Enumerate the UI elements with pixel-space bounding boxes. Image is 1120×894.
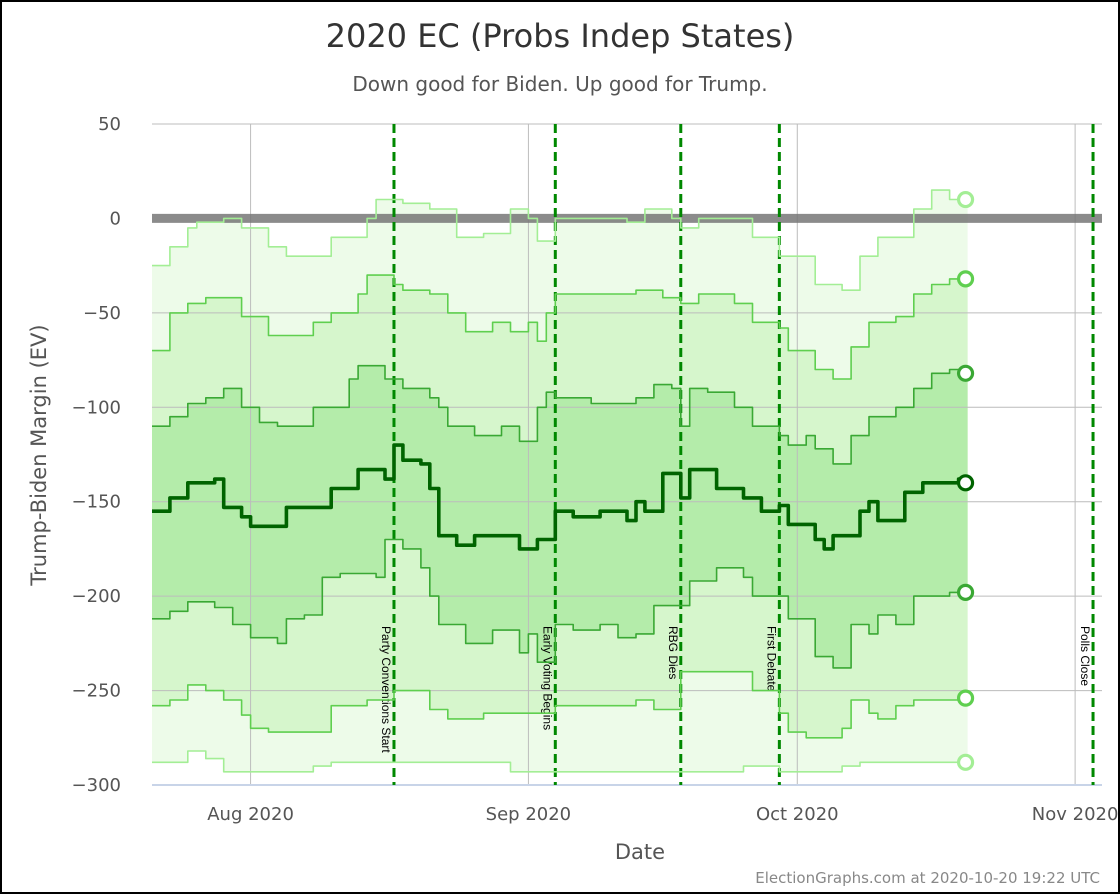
event-label: RBG Dies (666, 626, 680, 679)
series-line-p3-upper (152, 189, 968, 291)
y-tick-label: −250 (72, 681, 121, 702)
event-label: Early Voting Begins (540, 626, 554, 730)
endpoint-marker (956, 753, 975, 771)
endpoint-markers (956, 190, 975, 771)
y-tick-label: 50 (98, 114, 121, 135)
endpoint-marker (956, 474, 975, 492)
series-line-p2-upper (152, 274, 968, 380)
chart-subtitle: Down good for Biden. Up good for Trump. (352, 72, 767, 96)
chart-title: 2020 EC (Probs Indep States) (326, 17, 795, 55)
y-tick-label: 0 (110, 208, 121, 229)
band-1-sigma (152, 365, 968, 668)
x-tick-labels: Aug 2020 Sep 2020 Oct 2020 Nov 2020 (207, 804, 1118, 825)
endpoint-marker (956, 270, 975, 288)
series-line-median (152, 443, 970, 551)
probability-bands (152, 190, 968, 772)
series-line-p2-lower (152, 670, 969, 739)
endpoint-marker (956, 364, 975, 382)
series-line-p1-lower (152, 538, 968, 669)
series-lines (152, 189, 970, 773)
y-tick-label: −200 (72, 586, 121, 607)
endpoint-marker (956, 190, 975, 209)
y-tick-label: −300 (72, 775, 121, 796)
y-tick-label: −150 (72, 492, 121, 513)
y-axis-label: Trump-Biden Margin (EV) (27, 324, 51, 586)
event-label: First Debate (764, 626, 778, 692)
x-tick-label: Sep 2020 (486, 804, 571, 825)
y-tick-labels: 50 0 −50 −100 −150 −200 −250 −300 (72, 114, 121, 796)
x-tick-label: Oct 2020 (756, 804, 839, 825)
series-line-p1-upper (152, 364, 969, 465)
event-label: Polls Close (1078, 626, 1092, 686)
gridlines (152, 123, 1102, 786)
series-line-p3-lower (152, 750, 968, 773)
y-tick-label: −50 (83, 303, 121, 324)
endpoint-marker (956, 689, 975, 707)
x-axis-label: Date (615, 840, 665, 864)
x-tick-label: Aug 2020 (207, 804, 294, 825)
endpoint-marker (956, 583, 975, 601)
x-tick-label: Nov 2020 (1032, 804, 1119, 825)
y-tick-label: −100 (72, 397, 121, 418)
event-label: Party Conventions Start (379, 626, 393, 753)
credit-text: ElectionGraphs.com at 2020-10-20 19:22 U… (755, 869, 1100, 887)
